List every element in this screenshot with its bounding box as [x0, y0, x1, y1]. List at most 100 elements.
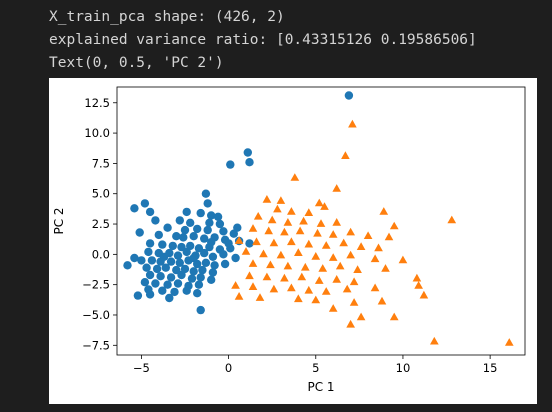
scatter-point-triangle: [266, 260, 275, 269]
scatter-point-circle: [194, 280, 204, 289]
scatter-point-triangle: [370, 283, 380, 292]
scatter-point-triangle: [342, 284, 352, 293]
scatter-point-circle: [158, 286, 167, 295]
scatter-point-circle: [231, 253, 240, 263]
console-line: X_train_pca shape: (426, 2): [49, 9, 285, 25]
scatter-point-circle: [210, 261, 219, 270]
scatter-point-triangle: [304, 239, 314, 248]
x-tick-label: 5: [312, 361, 319, 375]
scatter-point-triangle: [314, 276, 324, 284]
scatter-plot: −5 0 5 10 15 12.5 10.0 7.5 5.0 2.5 0.0 −2.5 −5.0 −7.5…: [52, 86, 526, 394]
scatter-point-circle: [203, 225, 212, 235]
scatter-point-circle: [165, 293, 174, 303]
scatter-point-circle: [123, 261, 132, 270]
x-tick-label: −5: [133, 361, 150, 375]
scatter-point-triangle: [269, 284, 279, 293]
scatter-point-circle: [179, 233, 188, 242]
scatter-point-triangle: [335, 261, 345, 270]
scatter-point-triangle: [259, 249, 268, 258]
y-tick-label: −7.5: [82, 338, 110, 352]
scatter-point-circle: [159, 252, 169, 261]
scatter-point-circle: [161, 263, 170, 272]
scatter-point-triangle: [276, 196, 286, 204]
scatter-point-circle: [182, 286, 191, 295]
scatter-point-circle: [189, 267, 198, 276]
scatter-point-circle: [196, 208, 205, 218]
y-axis-label: PC 2: [52, 207, 66, 234]
scatter-point-circle: [173, 279, 183, 288]
points-layer: [123, 91, 514, 346]
scatter-point-triangle: [419, 290, 429, 299]
scatter-point-triangle: [295, 226, 305, 235]
scatter-point-circle: [205, 218, 214, 227]
scatter-point-triangle: [348, 119, 357, 128]
scatter-point-triangle: [248, 224, 258, 232]
scatter-point-circle: [200, 234, 209, 243]
scatter-point-circle: [130, 253, 139, 263]
scatter-point-triangle: [414, 281, 423, 289]
scatter-point-triangle: [311, 252, 321, 260]
scatter-point-triangle: [241, 247, 251, 255]
scatter-point-circle: [133, 291, 143, 300]
scatter-point-circle: [182, 247, 191, 257]
scatter-point-triangle: [301, 262, 310, 271]
scatter-point-triangle: [318, 264, 328, 272]
scatter-point-circle: [220, 259, 230, 269]
scatter-point-triangle: [269, 238, 279, 247]
scatter-point-triangle: [328, 253, 338, 261]
y-tick-label: −5.0: [82, 308, 110, 322]
scatter-point-circle: [207, 275, 216, 284]
scatter-point-triangle: [314, 198, 324, 207]
scatter-point-circle: [130, 204, 139, 213]
scatter-point-triangle: [262, 272, 272, 281]
scatter-point-triangle: [389, 312, 399, 321]
scatter-point-triangle: [321, 241, 331, 249]
scatter-point-triangle: [248, 282, 258, 290]
scatter-point-triangle: [353, 265, 362, 273]
y-tick-label: −2.5: [82, 278, 110, 292]
y-tick-label: 10.0: [84, 126, 110, 140]
scatter-point-circle: [151, 216, 160, 225]
scatter-point-circle: [152, 264, 162, 274]
scatter-point-triangle: [328, 230, 338, 238]
scatter-point-triangle: [276, 250, 286, 259]
x-tick-label: 0: [225, 361, 232, 375]
scatter-point-circle: [135, 228, 144, 237]
scatter-point-circle: [213, 212, 223, 221]
scatter-point-circle: [208, 252, 218, 261]
scatter-point-triangle: [447, 215, 457, 224]
scatter-point-triangle: [430, 336, 439, 345]
ticks-layer: −5 0 5 10 15 12.5 10.0 7.5 5.0 2.5 0.0 −2.5 −5.0 −7.5: [82, 96, 497, 375]
scatter-point-triangle: [332, 275, 341, 283]
scatter-point-triangle: [321, 287, 331, 295]
scatter-point-triangle: [349, 298, 359, 306]
scatter-point-triangle: [283, 261, 293, 270]
scatter-point-circle: [245, 239, 254, 248]
scatter-point-circle: [175, 216, 184, 225]
scatter-point-triangle: [287, 207, 296, 215]
scatter-point-circle: [198, 265, 207, 275]
scatter-point-circle: [208, 268, 218, 277]
console-line: Text(0, 0.5, 'PC 2'): [49, 55, 224, 71]
scatter-point-circle: [182, 207, 191, 217]
axes-frame: [116, 86, 526, 356]
scatter-point-circle: [196, 273, 205, 282]
scatter-point-circle: [173, 251, 183, 260]
scatter-point-triangle: [280, 227, 289, 236]
scatter-point-triangle: [287, 237, 296, 246]
scatter-point-triangle: [264, 226, 273, 235]
scatter-point-triangle: [332, 184, 341, 192]
scatter-point-triangle: [346, 319, 355, 328]
scatter-point-triangle: [356, 242, 366, 250]
scatter-point-circle: [175, 258, 184, 267]
scatter-point-circle: [219, 227, 228, 236]
scatter-point-triangle: [255, 293, 265, 301]
scatter-point-triangle: [245, 271, 254, 280]
scatter-point-triangle: [297, 272, 307, 281]
scatter-point-circle: [145, 207, 155, 217]
scatter-point-circle: [168, 241, 177, 251]
scatter-point-circle: [142, 263, 151, 272]
scatter-point-circle: [186, 218, 195, 227]
scatter-point-triangle: [252, 237, 261, 246]
